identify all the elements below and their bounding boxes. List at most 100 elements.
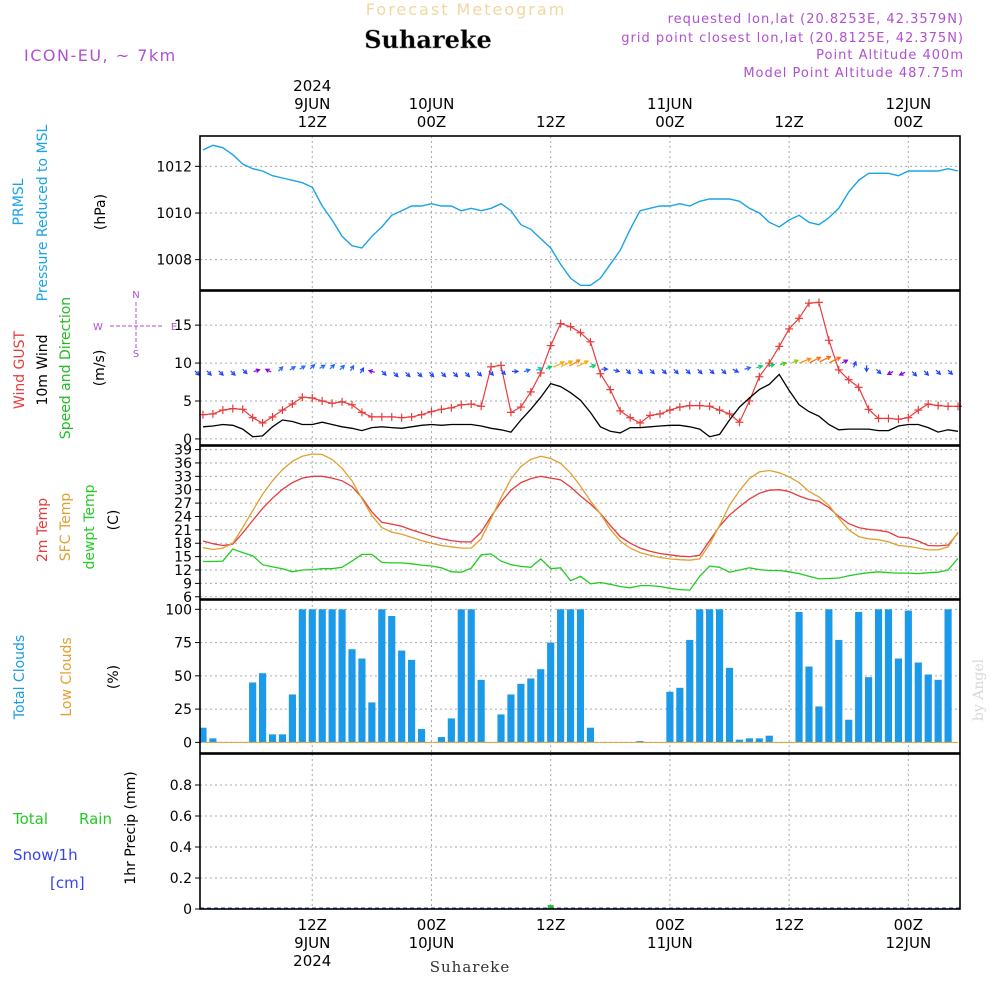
- wind-ytick-label-2: 10: [174, 356, 192, 372]
- wind-direction-arrow-35: [576, 360, 590, 368]
- total-cloud-bar-69: [884, 609, 893, 743]
- arrow-head-18: [393, 372, 399, 378]
- top-time-label-0-0: 2024: [293, 77, 331, 95]
- gust-point-32: [516, 403, 525, 412]
- arrow-head-66: [936, 370, 942, 376]
- total-cloud-bar-48: [676, 687, 684, 743]
- temperature-ytick-label-4: 18: [174, 536, 192, 552]
- total-cloud-bar-44: [636, 741, 644, 743]
- wind-direction-arrow-50: [756, 364, 764, 370]
- arrow-head-44: [685, 369, 691, 375]
- arrow-shaft-34: [569, 359, 580, 367]
- total-cloud-bar-24: [437, 737, 445, 743]
- wind-direction-arrow-56: [819, 355, 832, 363]
- gust-point-18: [377, 412, 386, 421]
- gust-point-66: [854, 383, 863, 392]
- arrow-head-62: [886, 370, 892, 375]
- wind-direction-arrow-64: [911, 371, 918, 377]
- precip-ytick-label-1: 0.2: [170, 871, 192, 887]
- total-cloud-bar-47: [666, 691, 674, 743]
- gust-point-17: [367, 412, 376, 421]
- arrow-head-4: [242, 369, 248, 375]
- arrow-head-13: [340, 364, 346, 370]
- wind-direction-arrow-63: [898, 371, 906, 376]
- wind-direction-arrow-20: [417, 371, 423, 378]
- wind-direction-arrow-47: [721, 368, 727, 375]
- wind-direction-arrow-18: [393, 371, 399, 378]
- panel-frame-3: [199, 599, 961, 754]
- arrow-head-45: [697, 369, 703, 375]
- top-time-label-5-0: 12JUN: [885, 95, 931, 113]
- total-cloud-bar-39: [586, 727, 595, 743]
- gust-point-49: [685, 401, 694, 410]
- arrow-head-47: [721, 369, 727, 375]
- arrow-shaft-56: [819, 356, 831, 363]
- arrow-shaft-55: [809, 356, 821, 364]
- app-title: Forecast Meteogram: [366, 0, 566, 19]
- arrow-head-65: [924, 371, 930, 377]
- total-cloud-bar-65: [845, 719, 853, 743]
- gust-point-38: [576, 328, 585, 337]
- temperature-ytick-label-1: 9: [183, 576, 192, 592]
- gust-point-51: [705, 402, 714, 411]
- top-time-label-0-2: 12Z: [298, 113, 327, 131]
- wind-direction-arrow-44: [685, 368, 691, 375]
- temperature-ytick-label-2: 12: [174, 563, 192, 579]
- arrow-head-22: [441, 372, 447, 378]
- arrow-head-30: [537, 366, 543, 372]
- wind-direction-arrow-8: [289, 366, 297, 371]
- total-cloud-bar-60: [795, 611, 803, 743]
- gust-point-26: [457, 400, 466, 409]
- arrow-head-40: [638, 369, 644, 375]
- total-cloud-bar-31: [507, 694, 515, 743]
- total-cloud-bar-55: [745, 738, 753, 743]
- wind-direction-arrow-25: [476, 371, 483, 377]
- clouds-ytick-label-3: 75: [174, 636, 192, 652]
- wind-direction-arrow-27: [500, 369, 506, 376]
- arrow-head-39: [626, 369, 632, 375]
- total-cloud-bar-33: [527, 678, 535, 743]
- top-time-label-2-0: 12Z: [536, 113, 565, 131]
- gust-point-27: [467, 400, 476, 409]
- compass-east: E: [171, 322, 177, 333]
- arrow-shaft-54: [799, 358, 811, 364]
- gust-point-65: [844, 375, 853, 384]
- wind-direction-arrow-22: [440, 371, 447, 378]
- gust-point-15: [348, 400, 356, 409]
- arrow-head-54: [806, 357, 812, 362]
- temperature-ytick-label-7: 27: [174, 496, 192, 512]
- total-cloud-bar-13: [328, 609, 336, 743]
- wind-direction-arrow-11: [319, 364, 326, 370]
- total-cloud-bar-5: [249, 682, 257, 743]
- wind-direction-arrow-66: [935, 369, 942, 376]
- prmsl-label: PRMSL: [11, 178, 27, 225]
- total-cloud-bar-56: [755, 738, 763, 743]
- wind-direction-arrow-51: [768, 363, 776, 368]
- wind-direction-arrow-23: [452, 371, 459, 378]
- arrow-head-52: [781, 361, 788, 367]
- wind-direction-arrow-36: [589, 363, 597, 369]
- panel-frame-4: [199, 753, 961, 910]
- wind-direction-arrow-60: [864, 365, 870, 373]
- wind-ytick-label-1: 5: [183, 394, 192, 410]
- total-cloud-bar-35: [547, 642, 555, 743]
- total-cloud-bar-17: [368, 702, 376, 743]
- wind-direction-arrow-54: [799, 357, 812, 364]
- wind-direction-arrow-55: [809, 356, 822, 364]
- wind-direction-arrow-29: [523, 368, 531, 374]
- total-cloud-bar-9: [288, 694, 296, 743]
- wind-direction-arrow-15: [359, 367, 365, 374]
- arrow-head-19: [405, 372, 411, 378]
- gust-point-6: [258, 419, 267, 427]
- top-time-label-1-0: 10JUN: [409, 95, 455, 113]
- arrow-head-9: [300, 365, 306, 370]
- pressure-labels: PRMSL Pressure Reduced to MSL (hPa): [11, 124, 109, 301]
- compass-north: N: [132, 290, 139, 301]
- gust-point-64: [834, 365, 843, 374]
- pressure-ytick-label-2: 1012: [156, 159, 192, 175]
- bottom-time-label-3-1: 11JUN: [647, 934, 693, 952]
- wind-direction-arrow-16: [367, 369, 375, 374]
- arrow-head-42: [662, 369, 668, 375]
- clouds-ytick-label-1: 25: [174, 702, 192, 718]
